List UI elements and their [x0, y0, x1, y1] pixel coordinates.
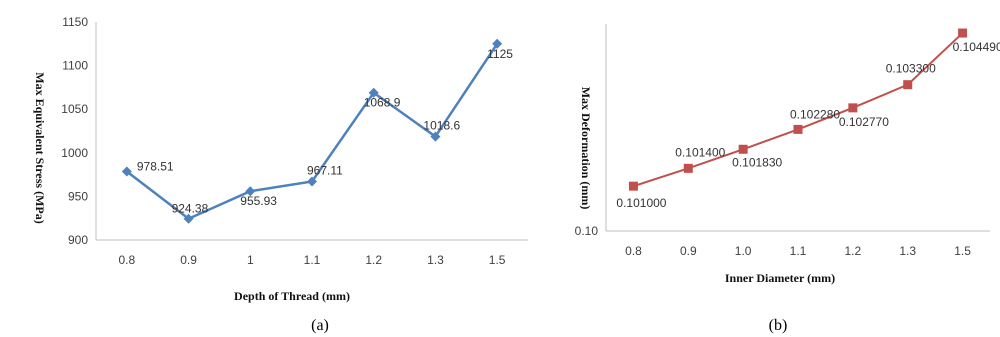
chart-a-point	[307, 176, 317, 187]
chart-b-point	[683, 163, 693, 173]
chart-b-point	[848, 103, 858, 113]
chart-a-caption: (a)	[311, 317, 329, 334]
chart-a-y-tick-label: 1000	[61, 146, 88, 160]
chart-b-x-tick-label: 1.0	[735, 244, 752, 258]
chart-b-data-label: 0.102770	[839, 115, 889, 129]
chart-b-x-axis-title: Inner Diameter (mm)	[725, 271, 835, 285]
chart-a-y-tick-label: 900	[68, 233, 88, 247]
chart-a-point	[430, 131, 441, 142]
chart-a-data-label: 924.38	[172, 202, 209, 216]
chart-a-y-tick-label: 1150	[62, 15, 88, 29]
chart-a-point	[121, 166, 132, 177]
chart-a-data-labels: 978.51 924.38 955.93 967.11 1068.9 1018.6 1125	[137, 47, 513, 216]
chart-b-x-tick-label: 0.8	[625, 244, 642, 258]
chart-b-markers	[628, 28, 968, 191]
chart-b-point	[628, 181, 638, 191]
chart-b-point	[793, 124, 803, 134]
chart-b-x-tick-label: 1.1	[790, 244, 807, 258]
chart-b-x-tick-label: 1.3	[899, 244, 916, 258]
chart-a-markers	[121, 38, 503, 224]
chart-b-x-tick-label: 1.5	[954, 244, 971, 258]
chart-a-y-tick-label: 950	[68, 189, 88, 203]
chart-b-y-ticks: 0.10	[575, 224, 599, 238]
chart-b-data-label: 0.102280	[790, 107, 840, 121]
chart-a-data-label: 967.11	[307, 163, 343, 177]
chart-b-data-label: 0.104490	[953, 40, 1000, 54]
chart-a-x-tick-label: 1.5	[489, 253, 506, 267]
chart-a-x-tick-label: 1.2	[365, 253, 382, 267]
chart-b-point	[738, 144, 748, 154]
chart-a-data-label: 1068.9	[364, 96, 401, 110]
chart-a-point	[492, 38, 503, 49]
chart-b-data-label: 0.101830	[732, 155, 782, 169]
chart-a-point	[245, 186, 256, 197]
chart-b-x-tick-label: 1.2	[845, 244, 862, 258]
chart-a-data-label: 1125	[487, 47, 513, 61]
chart-b-point	[958, 28, 968, 38]
chart-b-data-labels: 0.101000 0.101400 0.101830 0.1022800.102770…	[616, 40, 1000, 210]
chart-a-y-ticks: 900 950 1000 1050 1100 1150	[61, 15, 88, 247]
chart-a-x-tick-label: 1.1	[304, 253, 321, 267]
chart-b-data-label: 0.103300	[886, 62, 936, 76]
chart-b-x-ticks: 0.8 0.9 1.0 1.1 1.2 1.3 1.5	[625, 244, 971, 258]
chart-a-x-tick-label: 1	[247, 253, 254, 267]
chart-a-x-tick-label: 1.3	[427, 253, 444, 267]
chart-b-caption: (b)	[769, 317, 788, 334]
chart-a-x-tick-label: 0.9	[180, 253, 197, 267]
chart-a-y-axis-title: Max Equivalent Stress (MPa)	[33, 72, 47, 223]
chart-a-data-label: 978.51	[137, 160, 174, 174]
chart-a-y-tick-label: 1100	[62, 59, 88, 73]
chart-b-x-tick-label: 0.9	[680, 244, 697, 258]
chart-a: 900 950 1000 1050 1100 1150 0.8 0.9 1 1.1 1.2 1.3 1…	[33, 15, 528, 334]
chart-a-point	[368, 87, 379, 98]
chart-b-y-tick-label: 0.10	[575, 224, 599, 238]
chart-a-point	[183, 213, 194, 224]
chart-b-point	[903, 80, 913, 90]
chart-a-data-label: 1018.6	[423, 119, 460, 133]
chart-a-x-axis-title: Depth of Thread (mm)	[234, 289, 350, 303]
chart-b-data-label: 0.101400	[675, 145, 725, 159]
chart-b-y-axis-title: Max Deformation (mm)	[579, 87, 593, 210]
chart-b: 0.10 0.8 0.9 1.0 1.1 1.2 1.3 1.5 0.1010000.101…	[575, 24, 1000, 334]
chart-a-y-tick-label: 1050	[61, 102, 88, 116]
chart-a-x-ticks: 0.8 0.9 1 1.1 1.2 1.3 1.5	[119, 253, 506, 267]
chart-a-x-tick-label: 0.8	[119, 253, 136, 267]
chart-b-data-label: 0.101000	[616, 196, 666, 210]
chart-a-data-label: 955.93	[240, 194, 277, 208]
